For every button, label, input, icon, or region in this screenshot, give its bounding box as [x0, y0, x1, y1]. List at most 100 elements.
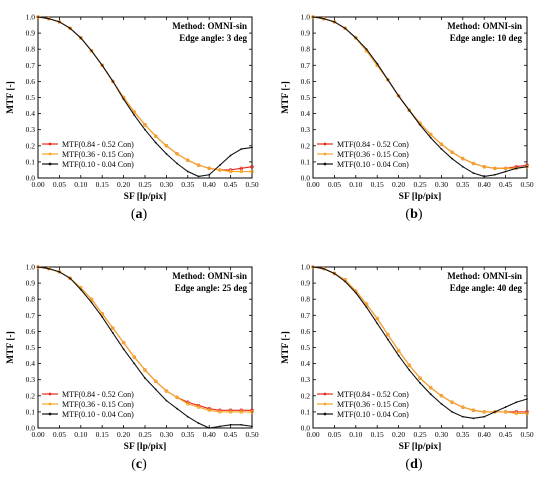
legend-entry: MTF(0.10 - 0.04 Con) [337, 410, 409, 419]
y-tick-label: 1.0 [26, 263, 36, 272]
panel-label: (b) [405, 207, 422, 222]
data-point [132, 355, 137, 359]
x-tick-label: 0.15 [96, 180, 109, 189]
edge-angle-annotation: Edge angle: 40 deg [450, 283, 523, 293]
y-tick-label: 1.0 [301, 13, 311, 22]
method-annotation: Method: OMNI-sin [447, 21, 522, 31]
data-point [69, 27, 71, 30]
data-point [218, 168, 222, 172]
data-point [408, 109, 411, 112]
data-point [153, 379, 158, 384]
x-tick-label: 0.45 [499, 430, 512, 439]
data-point [58, 270, 61, 273]
y-tick-label: 0.9 [301, 29, 311, 38]
data-point [312, 266, 314, 268]
y-tick-label: 0.0 [26, 174, 36, 183]
y-tick-label: 0.9 [26, 29, 36, 38]
data-point [143, 123, 147, 127]
data-point [250, 164, 254, 169]
chart-panel-0: 0.0 0.1 0.2 0.3 0.4 0.5 0.6 0.7 0.8 0.9 1.0 0.00 0.0… [6, 13, 259, 223]
data-point [101, 64, 104, 67]
data-point [429, 393, 432, 396]
data-point [228, 410, 233, 414]
data-point [407, 363, 412, 367]
data-point [219, 164, 221, 167]
x-tick-label: 0.50 [520, 430, 533, 439]
chart-panel-1: 0.0 0.1 0.2 0.3 0.4 0.5 0.6 0.7 0.8 0.9 1.0 0.00 0.0… [281, 13, 534, 223]
data-point [207, 166, 211, 171]
data-point [47, 17, 50, 20]
y-tick-label: 0.2 [26, 391, 36, 400]
data-point [79, 36, 83, 40]
data-point [515, 401, 518, 404]
data-point [504, 170, 507, 173]
data-point [504, 406, 507, 408]
data-point [176, 407, 179, 410]
data-point [207, 408, 211, 413]
data-point [239, 166, 244, 171]
data-point [503, 166, 508, 171]
x-axis-label: SF [lp/pix] [124, 192, 167, 202]
y-tick-label: 0.0 [301, 424, 311, 433]
x-tick-label: 0.25 [138, 430, 151, 439]
data-point [408, 369, 411, 371]
legend-marker [48, 162, 52, 166]
data-point [333, 20, 336, 23]
x-tick-label: 0.35 [181, 180, 194, 189]
data-point [100, 63, 104, 68]
legend-entry: MTF(0.36 - 0.15 Con) [62, 150, 134, 159]
data-point [164, 144, 169, 148]
y-tick-label: 0.4 [301, 109, 311, 118]
data-point [428, 386, 433, 390]
data-point [100, 311, 104, 316]
y-tick-label: 0.7 [26, 311, 36, 320]
y-tick-label: 0.5 [301, 343, 311, 352]
data-point [461, 165, 464, 168]
data-point [164, 389, 169, 393]
data-point [58, 20, 61, 23]
data-point [451, 411, 453, 413]
y-axis-label: MTF [-] [6, 331, 16, 364]
data-point [122, 348, 125, 351]
data-point [451, 157, 453, 160]
y-tick-label: 0.0 [301, 174, 311, 183]
x-axis-label: SF [lp/pix] [399, 442, 442, 452]
data-point [322, 267, 325, 270]
data-point [515, 167, 518, 170]
legend-entry: MTF(0.36 - 0.15 Con) [337, 400, 409, 409]
data-point [526, 165, 528, 168]
data-point [186, 402, 190, 406]
data-point [101, 316, 104, 318]
data-point [154, 141, 157, 144]
legend-marker [48, 412, 52, 416]
x-axis-label: SF [lp/pix] [399, 192, 442, 202]
data-point [354, 291, 357, 294]
data-point [471, 408, 476, 413]
x-tick-label: 0.20 [392, 430, 405, 439]
x-tick-label: 0.15 [371, 180, 384, 189]
data-point [461, 156, 465, 161]
x-tick-label: 0.45 [224, 430, 237, 439]
data-point [386, 332, 390, 337]
data-point [482, 410, 486, 414]
data-point [483, 175, 486, 178]
y-tick-label: 0.5 [301, 93, 311, 102]
x-tick-label: 0.20 [117, 430, 130, 439]
x-tick-label: 0.20 [117, 180, 130, 189]
data-point [68, 276, 72, 281]
data-point [428, 132, 433, 137]
x-tick-label: 0.30 [160, 430, 173, 439]
data-point [229, 423, 232, 426]
x-tick-label: 0.45 [499, 180, 512, 189]
data-point [483, 415, 486, 418]
data-point [165, 399, 168, 402]
data-point [154, 388, 157, 391]
y-tick-label: 0.5 [26, 343, 36, 352]
data-point [239, 410, 244, 414]
legend-marker [323, 402, 327, 406]
data-point [37, 266, 39, 268]
x-tick-label: 0.25 [413, 180, 426, 189]
x-tick-label: 0.05 [328, 180, 341, 189]
data-point [239, 169, 244, 174]
